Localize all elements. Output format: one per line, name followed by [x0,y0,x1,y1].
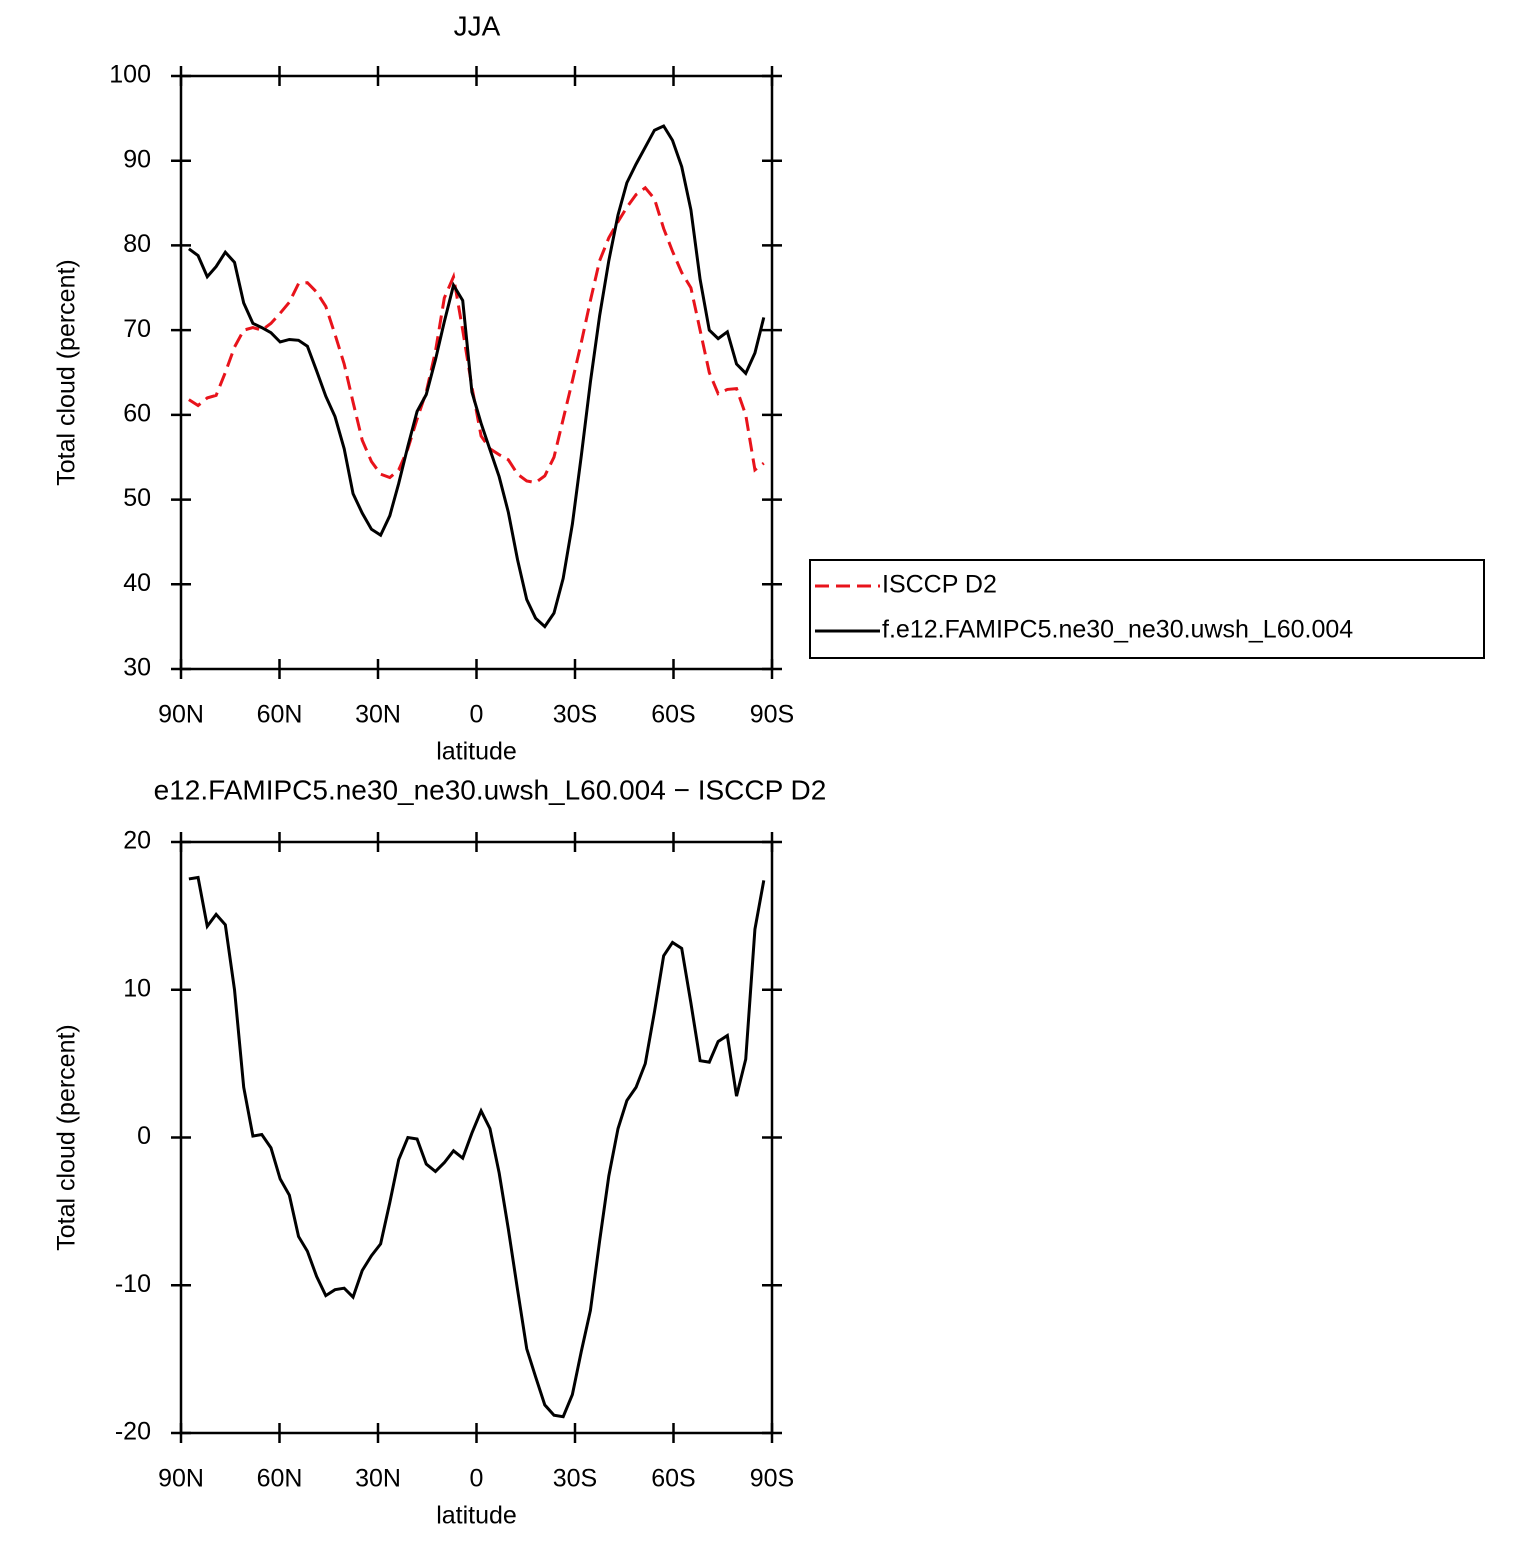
x-tick-label: 60N [257,1465,303,1493]
y-tick-label: 40 [123,569,151,597]
y-tick-label: 80 [123,230,151,258]
x-tick-label: 30S [553,701,597,729]
y-tick-label: 30 [123,654,151,682]
x-tick-label: 60S [651,1465,695,1493]
x-tick-label: 0 [470,1465,484,1493]
y-axis-label: Total cloud (percent) [53,1024,81,1251]
x-axis-label: latitude [436,738,517,766]
y-tick-label: 100 [109,61,151,89]
y-tick-label: -20 [115,1418,151,1446]
y-tick-label: 0 [137,1122,151,1150]
plot-frame [179,840,774,1435]
plot-frame [179,74,774,671]
x-tick-label: 30N [355,701,401,729]
y-tick-label: 60 [123,399,151,427]
x-tick-label: 60N [257,701,303,729]
y-tick-label: -10 [115,1270,151,1298]
legend-box [809,559,1485,659]
y-tick-label: 20 [123,827,151,855]
legend-label: ISCCP D2 [882,571,997,599]
x-tick-label: 90N [158,1465,204,1493]
x-tick-label: 60S [651,701,695,729]
data-line [187,124,766,629]
chart-title: JJA [454,10,501,41]
y-tick-label: 90 [123,145,151,173]
y-tick-label: 70 [123,315,151,343]
chart-title: e12.FAMIPC5.ne30_ne30.uwsh_L60.004 − ISC… [154,774,827,805]
x-axis-label: latitude [436,1502,517,1530]
y-tick-label: 50 [123,484,151,512]
legend-label: f.e12.FAMIPC5.ne30_ne30.uwsh_L60.004 [882,616,1353,644]
x-tick-label: 90N [158,701,204,729]
x-tick-label: 30S [553,1465,597,1493]
data-line [188,875,766,1419]
x-tick-label: 0 [470,701,484,729]
y-axis-label: Total cloud (percent) [53,259,81,486]
x-tick-label: 90S [750,1465,794,1493]
x-tick-label: 90S [750,701,794,729]
x-tick-label: 30N [355,1465,401,1493]
y-tick-label: 10 [123,974,151,1002]
